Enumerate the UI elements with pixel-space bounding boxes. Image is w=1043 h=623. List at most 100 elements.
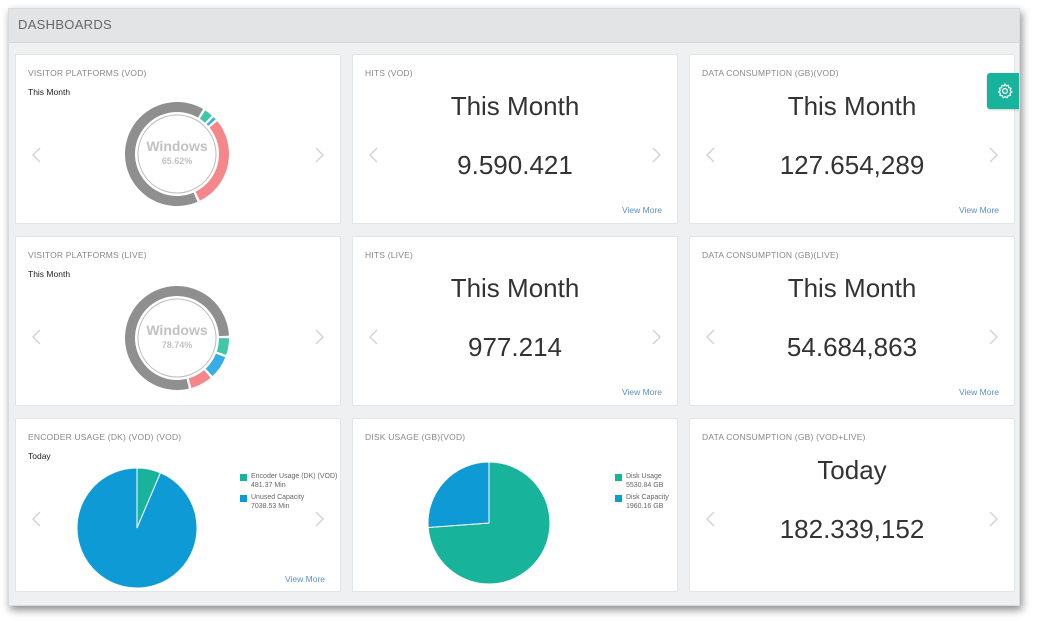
donut-center-label: Windows [146, 138, 208, 154]
legend-swatch [615, 495, 622, 502]
card-vod-data: DATA CONSUMPTION (GB)(VOD) This Month 12… [689, 54, 1015, 224]
donut-chart-live [125, 286, 229, 390]
data-total-value: 182.339,152 [779, 514, 925, 544]
chevron-right-icon[interactable] [312, 327, 326, 347]
donut-center: Windows 78.74% [122, 283, 232, 393]
chevron-right-icon[interactable] [986, 327, 1000, 347]
view-more-link[interactable]: View More [959, 205, 999, 215]
chevron-left-icon[interactable] [704, 327, 718, 347]
pie-chart-encoder [76, 467, 198, 589]
hits-vod-value: 9.590.421 [457, 150, 573, 180]
settings-button[interactable] [987, 73, 1019, 109]
chevron-left-icon[interactable] [367, 327, 381, 347]
card-title: VISITOR PLATFORMS (LIVE) [28, 250, 147, 260]
card-title: DISK USAGE (GB)(VOD) [365, 432, 466, 442]
legend-swatch [240, 474, 247, 481]
chevron-left-icon[interactable] [30, 509, 44, 529]
view-more-link[interactable]: View More [959, 387, 999, 397]
chevron-left-icon[interactable] [704, 509, 718, 529]
card-period: This Month [787, 91, 917, 121]
card-period: This Month [787, 273, 917, 303]
legend-disk: Disk Usage 5530.84 GB Disk Capacity 1960.1… [615, 473, 677, 515]
card-total-data: DATA CONSUMPTION (GB) (VOD+LIVE) Today 1… [689, 418, 1015, 592]
donut-inner-ring [137, 114, 217, 194]
pie-slice-other-2[interactable] [205, 353, 226, 376]
card-encoder-usage: ENCODER USAGE (DK) (VOD) (VOD) Today Enc… [15, 418, 341, 592]
legend-label: Unused Capacity [251, 494, 305, 501]
card-period: Today [817, 455, 887, 485]
legend-encoder: Encoder Usage (DK) (VOD) 481.37 Min Unuse… [240, 473, 338, 515]
legend-item: Disk Capacity 1960.16 GB [615, 494, 677, 511]
card-period: This Month [28, 269, 71, 279]
donut-center-value: 78.74% [161, 340, 193, 350]
page-header: DASHBOARDS [9, 9, 1019, 43]
legend-swatch [240, 495, 247, 502]
chevron-left-icon[interactable] [367, 145, 381, 165]
chevron-right-icon[interactable] [986, 145, 1000, 165]
legend-item: Disk Usage 5530.84 GB [615, 473, 677, 490]
card-vod-platforms: VISITOR PLATFORMS (VOD) This Month Windo… [15, 54, 341, 224]
legend-item: Unused Capacity 7038.53 Min [240, 494, 338, 511]
chevron-right-icon[interactable] [649, 145, 663, 165]
card-title: VISITOR PLATFORMS (VOD) [28, 68, 147, 78]
chevron-left-icon[interactable] [30, 327, 44, 347]
view-more-link[interactable]: View More [285, 574, 325, 584]
legend-label: Disk Capacity [626, 494, 669, 501]
legend-value: 5530.84 GB [626, 481, 664, 489]
pie-slice-disk-capacity[interactable] [427, 461, 490, 529]
legend-item: Encoder Usage (DK) (VOD) 481.37 Min [240, 473, 338, 490]
hits-live-value: 977.214 [468, 332, 562, 362]
card-title: HITS (VOD) [365, 68, 413, 78]
card-live-platforms: VISITOR PLATFORMS (LIVE) This Month Wind… [15, 236, 341, 406]
chevron-left-icon[interactable] [30, 145, 44, 165]
legend-label: Encoder Usage (DK) (VOD) [251, 473, 338, 480]
card-vod-hits: HITS (VOD) This Month 9.590.421 View Mor… [352, 54, 678, 224]
pie-slice-other-3[interactable] [216, 338, 229, 355]
pie-slice-other-1[interactable] [188, 370, 211, 388]
data-vod-value: 127.654,289 [779, 150, 925, 180]
card-title: DATA CONSUMPTION (GB)(LIVE) [702, 250, 839, 260]
page-title: DASHBOARDS [18, 17, 113, 32]
chevron-right-icon[interactable] [986, 509, 1000, 529]
legend-text: Encoder Usage (DK) (VOD) 481.37 Min [251, 473, 337, 490]
legend-text: Disk Usage 5530.84 GB [626, 473, 663, 490]
legend-text: Unused Capacity 7038.53 Min [251, 494, 304, 511]
card-title: HITS (LIVE) [365, 250, 414, 260]
card-period: This Month [450, 91, 580, 121]
pie-slice-windows[interactable] [125, 101, 204, 206]
view-more-link[interactable]: View More [622, 205, 662, 215]
legend-label: Disk Usage [626, 473, 662, 480]
card-disk-usage: DISK USAGE (GB)(VOD) Disk Usage 5530.84 G… [352, 418, 678, 592]
donut-center-value: 65.62% [161, 156, 193, 166]
legend-value: 481.37 Min [251, 481, 286, 489]
card-live-hits: HITS (LIVE) This Month 977.214 View More [352, 236, 678, 406]
card-period: This Month [28, 87, 71, 97]
legend-swatch [615, 474, 622, 481]
data-live-value: 54.684,863 [786, 332, 918, 362]
donut-center: Windows 65.62% [122, 99, 232, 209]
chevron-right-icon[interactable] [649, 327, 663, 347]
legend-value: 7038.53 Min [251, 502, 290, 510]
pie-slice-other-1[interactable] [195, 121, 230, 201]
legend-text: Disk Capacity 1960.16 GB [626, 494, 669, 511]
card-period: Today [28, 451, 51, 461]
card-period: This Month [450, 273, 580, 303]
dashboard-frame: DASHBOARDS VISITOR PLATFORMS (VOD) This … [8, 8, 1020, 606]
view-more-link[interactable]: View More [622, 387, 662, 397]
pie-slice-other-3[interactable] [206, 117, 216, 126]
donut-chart-vod [125, 101, 230, 206]
pie-chart-disk [427, 461, 551, 585]
chevron-right-icon[interactable] [312, 509, 326, 529]
donut-inner-ring [137, 298, 217, 378]
chevron-right-icon[interactable] [312, 145, 326, 165]
card-live-data: DATA CONSUMPTION (GB)(LIVE) This Month 5… [689, 236, 1015, 406]
card-title: DATA CONSUMPTION (GB) (VOD+LIVE) [702, 432, 866, 442]
card-title: ENCODER USAGE (DK) (VOD) (VOD) [28, 432, 182, 442]
donut-center-label: Windows [146, 322, 208, 338]
gear-icon [997, 83, 1013, 99]
pie-slice-unused-capacity[interactable] [76, 467, 198, 589]
legend-value: 1960.16 GB [626, 502, 664, 510]
card-title: DATA CONSUMPTION (GB)(VOD) [702, 68, 839, 78]
chevron-left-icon[interactable] [704, 145, 718, 165]
pie-slice-other-2[interactable] [199, 110, 212, 123]
